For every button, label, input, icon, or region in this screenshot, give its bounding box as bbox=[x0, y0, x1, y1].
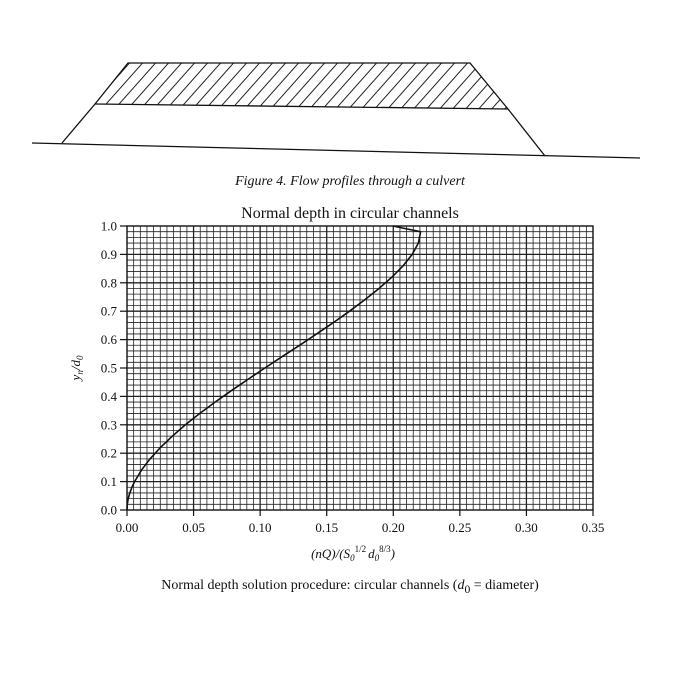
y-tick-label: 1.0 bbox=[101, 219, 117, 234]
diameter-subscript: 0 bbox=[464, 582, 471, 596]
y-axis-label: yn/d0 bbox=[68, 355, 85, 382]
y-tick-label: 0.9 bbox=[101, 247, 117, 262]
x-tick-label: 0.10 bbox=[249, 520, 272, 535]
procedure-caption: Normal depth solution procedure: circula… bbox=[0, 578, 700, 596]
chart-grid bbox=[127, 226, 593, 510]
y-tick-label: 0.6 bbox=[101, 332, 118, 347]
embankment-outline bbox=[61, 62, 546, 157]
y-tick-label: 0.0 bbox=[101, 503, 117, 518]
x-tick-label: 0.05 bbox=[182, 520, 205, 535]
x-tick-label: 0.25 bbox=[448, 520, 471, 535]
y-tick-label: 0.2 bbox=[101, 446, 117, 461]
x-tick-label: 0.15 bbox=[315, 520, 338, 535]
culvert-top-line bbox=[94, 103, 509, 110]
normal-depth-chart: Normal depth in circular channels 0.00 0.… bbox=[68, 205, 605, 563]
procedure-caption-prefix: Normal depth solution procedure: circula… bbox=[161, 578, 458, 593]
y-tick-labels: 0.0 0.1 0.2 0.3 0.4 0.5 0.6 0.7 0.8 0.9 1.0 bbox=[101, 219, 118, 518]
y-tick-label: 0.8 bbox=[101, 275, 117, 290]
y-tick-label: 0.5 bbox=[101, 361, 117, 376]
x-axis-label: (nQ)/(S01/2 d08/3) bbox=[311, 544, 395, 563]
y-tick-label: 0.1 bbox=[101, 474, 117, 489]
x-tick-label: 0.20 bbox=[382, 520, 405, 535]
normal-depth-curve bbox=[126, 225, 422, 511]
culvert-embankment-diagram bbox=[31, 62, 641, 159]
x-tick-label: 0.30 bbox=[515, 520, 538, 535]
embankment-hatching bbox=[95, 63, 508, 109]
y-tick-label: 0.3 bbox=[101, 417, 117, 432]
y-tick-label: 0.4 bbox=[101, 389, 118, 404]
axis-ticks bbox=[120, 225, 594, 516]
x-tick-label: 0.35 bbox=[582, 520, 605, 535]
ground-line bbox=[31, 142, 641, 159]
x-tick-labels: 0.00 0.05 0.10 0.15 0.20 0.25 0.30 0.35 bbox=[116, 520, 605, 535]
procedure-caption-suffix: = diameter) bbox=[470, 578, 539, 593]
diameter-symbol: d bbox=[457, 578, 465, 593]
y-tick-label: 0.7 bbox=[101, 304, 118, 319]
x-tick-label: 0.00 bbox=[116, 520, 139, 535]
chart-title: Normal depth in circular channels bbox=[241, 205, 459, 222]
figure-caption: Figure 4. Flow profiles through a culver… bbox=[235, 174, 465, 189]
